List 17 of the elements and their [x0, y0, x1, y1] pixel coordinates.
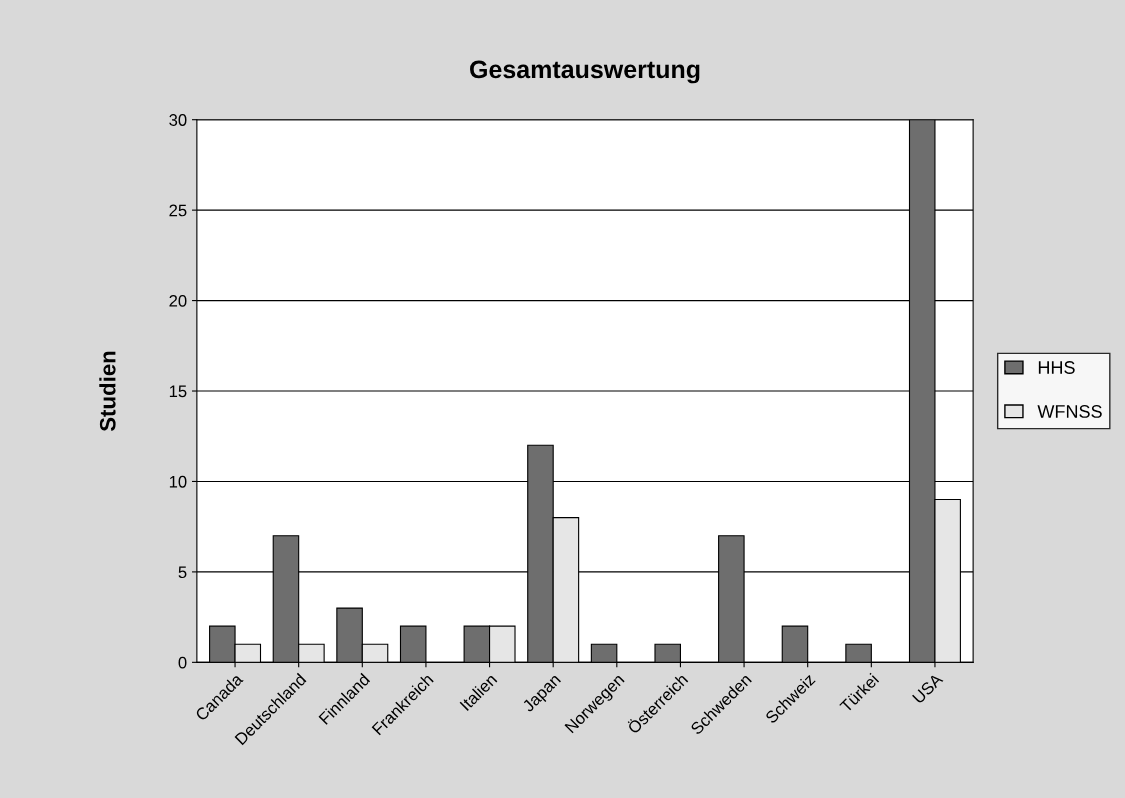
bar — [590, 643, 618, 663]
x-tick-label: USA — [911, 672, 944, 705]
y-axis-title: Studien — [99, 351, 116, 432]
y-tick-label: 15 — [169, 385, 187, 398]
legend-label: HHS — [1038, 361, 1075, 374]
bar — [654, 643, 681, 663]
bar — [845, 643, 872, 663]
y-tick-label: 10 — [169, 475, 187, 488]
chart-title: Gesamtauswertung — [470, 60, 700, 84]
bar — [399, 625, 427, 663]
bar — [781, 625, 809, 663]
y-tick-label: 0 — [178, 656, 187, 669]
y-tick-label: 5 — [178, 566, 187, 579]
legend-label: WFNSS — [1037, 405, 1102, 418]
y-tick-label: 25 — [169, 204, 187, 217]
y-tick-label: 20 — [169, 294, 187, 307]
y-tick-label: 30 — [169, 114, 187, 126]
